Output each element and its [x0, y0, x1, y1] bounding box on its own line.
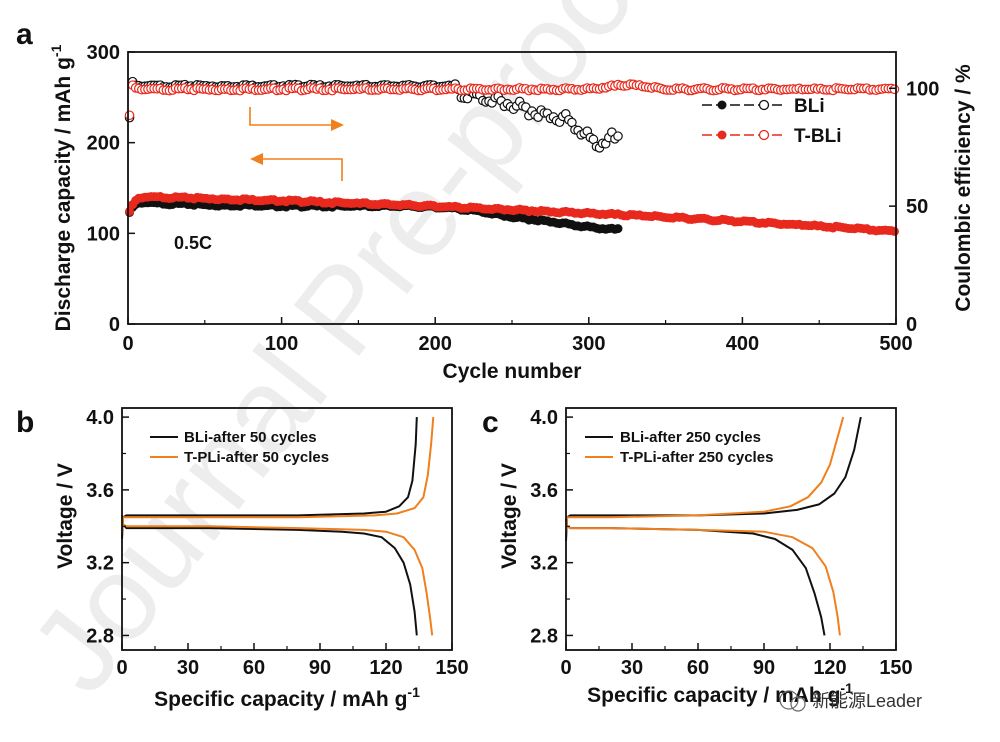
x-tick-label: 0	[122, 333, 133, 355]
y-tick-label: 3.2	[530, 553, 558, 575]
y-tick-label: 3.6	[86, 480, 114, 502]
watermark-text: Journal Pre-proof	[5, 0, 682, 716]
arrow-left-indicator	[250, 153, 343, 181]
x-tick-label: 60	[687, 657, 709, 679]
watermark-background: Journal Pre-proof	[5, 0, 682, 716]
series-tbli-capacity	[125, 192, 899, 236]
panel-b-legend: BLi-after 50 cycles T-PLi-after 50 cycle…	[150, 429, 329, 466]
y-right-tick-label: 100	[906, 78, 939, 100]
y-tick-label: 4.0	[530, 407, 558, 429]
arrow-left-head	[250, 153, 263, 165]
y-tick-label: 3.2	[86, 553, 114, 575]
y-tick-label: 0	[109, 314, 120, 336]
efficiency-point	[613, 131, 623, 141]
panel-c-plot-area	[565, 416, 862, 636]
legend-marker-filled	[717, 130, 727, 140]
panel-a-y-label: Discharge capacity / mAh g-1	[48, 44, 75, 331]
panel-label-a: a	[16, 18, 33, 51]
panel-c-legend: BLi-after 250 cycles T-PLi-after 250 cyc…	[585, 429, 773, 466]
x-tick-label: 300	[572, 333, 605, 355]
x-tick-label: 150	[879, 657, 912, 679]
x-tick-label: 400	[726, 333, 759, 355]
x-tick-label: 500	[879, 333, 912, 355]
arrow-right-head	[331, 119, 344, 131]
y-right-tick-label: 50	[906, 196, 928, 218]
efficiency-point	[124, 110, 135, 121]
y-tick-label: 4.0	[86, 407, 114, 429]
x-tick-label: 60	[243, 657, 265, 679]
curve-tpli-charge	[121, 417, 435, 534]
panel-a-x-label: Cycle number	[443, 360, 582, 383]
panel-b-plot-area	[121, 417, 435, 636]
efficiency-point	[889, 84, 900, 95]
x-tick-label: 200	[419, 333, 452, 355]
x-tick-label: 0	[116, 657, 127, 679]
curve-bli-discharge	[121, 515, 418, 636]
panel-b-y-label: Voltage / V	[54, 463, 77, 569]
curve-tpli-discharge	[121, 517, 434, 636]
y-tick-label: 200	[87, 133, 120, 155]
curve-tpli-charge	[565, 416, 845, 534]
y-tick-label: 2.8	[530, 625, 558, 647]
panel-label-c: c	[482, 406, 499, 439]
legend-label-bli-250: BLi-after 250 cycles	[620, 429, 761, 446]
x-tick-label: 150	[435, 657, 468, 679]
legend-entry-tbli: T-BLi	[702, 126, 842, 147]
legend-marker-open	[758, 99, 770, 111]
panel-c-x-label: Specific capacity / mAh g-1	[587, 680, 853, 707]
panel-a-plot-area	[124, 76, 900, 236]
panel-c-y-label: Voltage / V	[498, 463, 521, 569]
y-tick-label: 2.8	[86, 625, 114, 647]
y-tick-label: 3.6	[530, 480, 558, 502]
credit-text: 新能源Leader	[812, 691, 922, 711]
x-tick-label: 120	[369, 657, 402, 679]
legend-label-bli-50: BLi-after 50 cycles	[184, 429, 317, 446]
arrow-right-indicator	[249, 107, 344, 131]
y-tick-label: 100	[87, 223, 120, 245]
credit-watermark: 新能源Leader	[779, 690, 922, 712]
wechat-icon	[779, 690, 799, 710]
x-tick-label: 0	[560, 657, 571, 679]
panel-b-axes: 0 30 60 90 120 150 2.8 3.2 3.6 4.0	[86, 407, 469, 679]
legend-marker-open	[758, 129, 770, 141]
legend-label-tpli-50: T-PLi-after 50 cycles	[184, 449, 329, 466]
panel-label-b: b	[16, 406, 34, 439]
panel-a-legend: BLi T-BLi	[702, 96, 842, 147]
y-right-tick-label: 0	[906, 314, 917, 336]
legend-marker-filled	[717, 100, 727, 110]
panel-a-y-right-label: Coulombic efficiency / %	[952, 64, 975, 312]
capacity-point	[613, 224, 623, 234]
rate-annotation: 0.5C	[174, 233, 212, 253]
legend-label-tbli: T-BLi	[794, 126, 842, 147]
curve-bli-charge	[121, 417, 418, 540]
panel-b-x-label: Specific capacity / mAh g-1	[154, 684, 420, 711]
x-tick-label: 100	[265, 333, 298, 355]
curve-bli-charge	[565, 416, 862, 541]
panel-c-axes: 0 30 60 90 120 150 2.8 3.2 3.6 4.0	[530, 407, 913, 679]
legend-entry-bli: BLi	[702, 96, 825, 117]
x-tick-label: 120	[813, 657, 846, 679]
x-tick-label: 90	[309, 657, 331, 679]
x-tick-label: 90	[753, 657, 775, 679]
legend-label-bli: BLi	[794, 96, 825, 117]
curve-tpli-discharge	[565, 520, 841, 636]
series-tbli-efficiency	[124, 79, 900, 121]
panel-c-voltage-chart: 0 30 60 90 120 150 2.8 3.2 3.6 4.0 Specific capac…	[498, 407, 913, 707]
capacity-point	[889, 226, 899, 236]
y-tick-label: 300	[87, 42, 120, 64]
panel-b-voltage-chart: 0 30 60 90 120 150 2.8 3.2 3.6 4.0 Specific capac…	[54, 407, 469, 711]
x-tick-label: 30	[621, 657, 643, 679]
legend-label-tpli-250: T-PLi-after 250 cycles	[620, 449, 773, 466]
x-tick-label: 30	[177, 657, 199, 679]
